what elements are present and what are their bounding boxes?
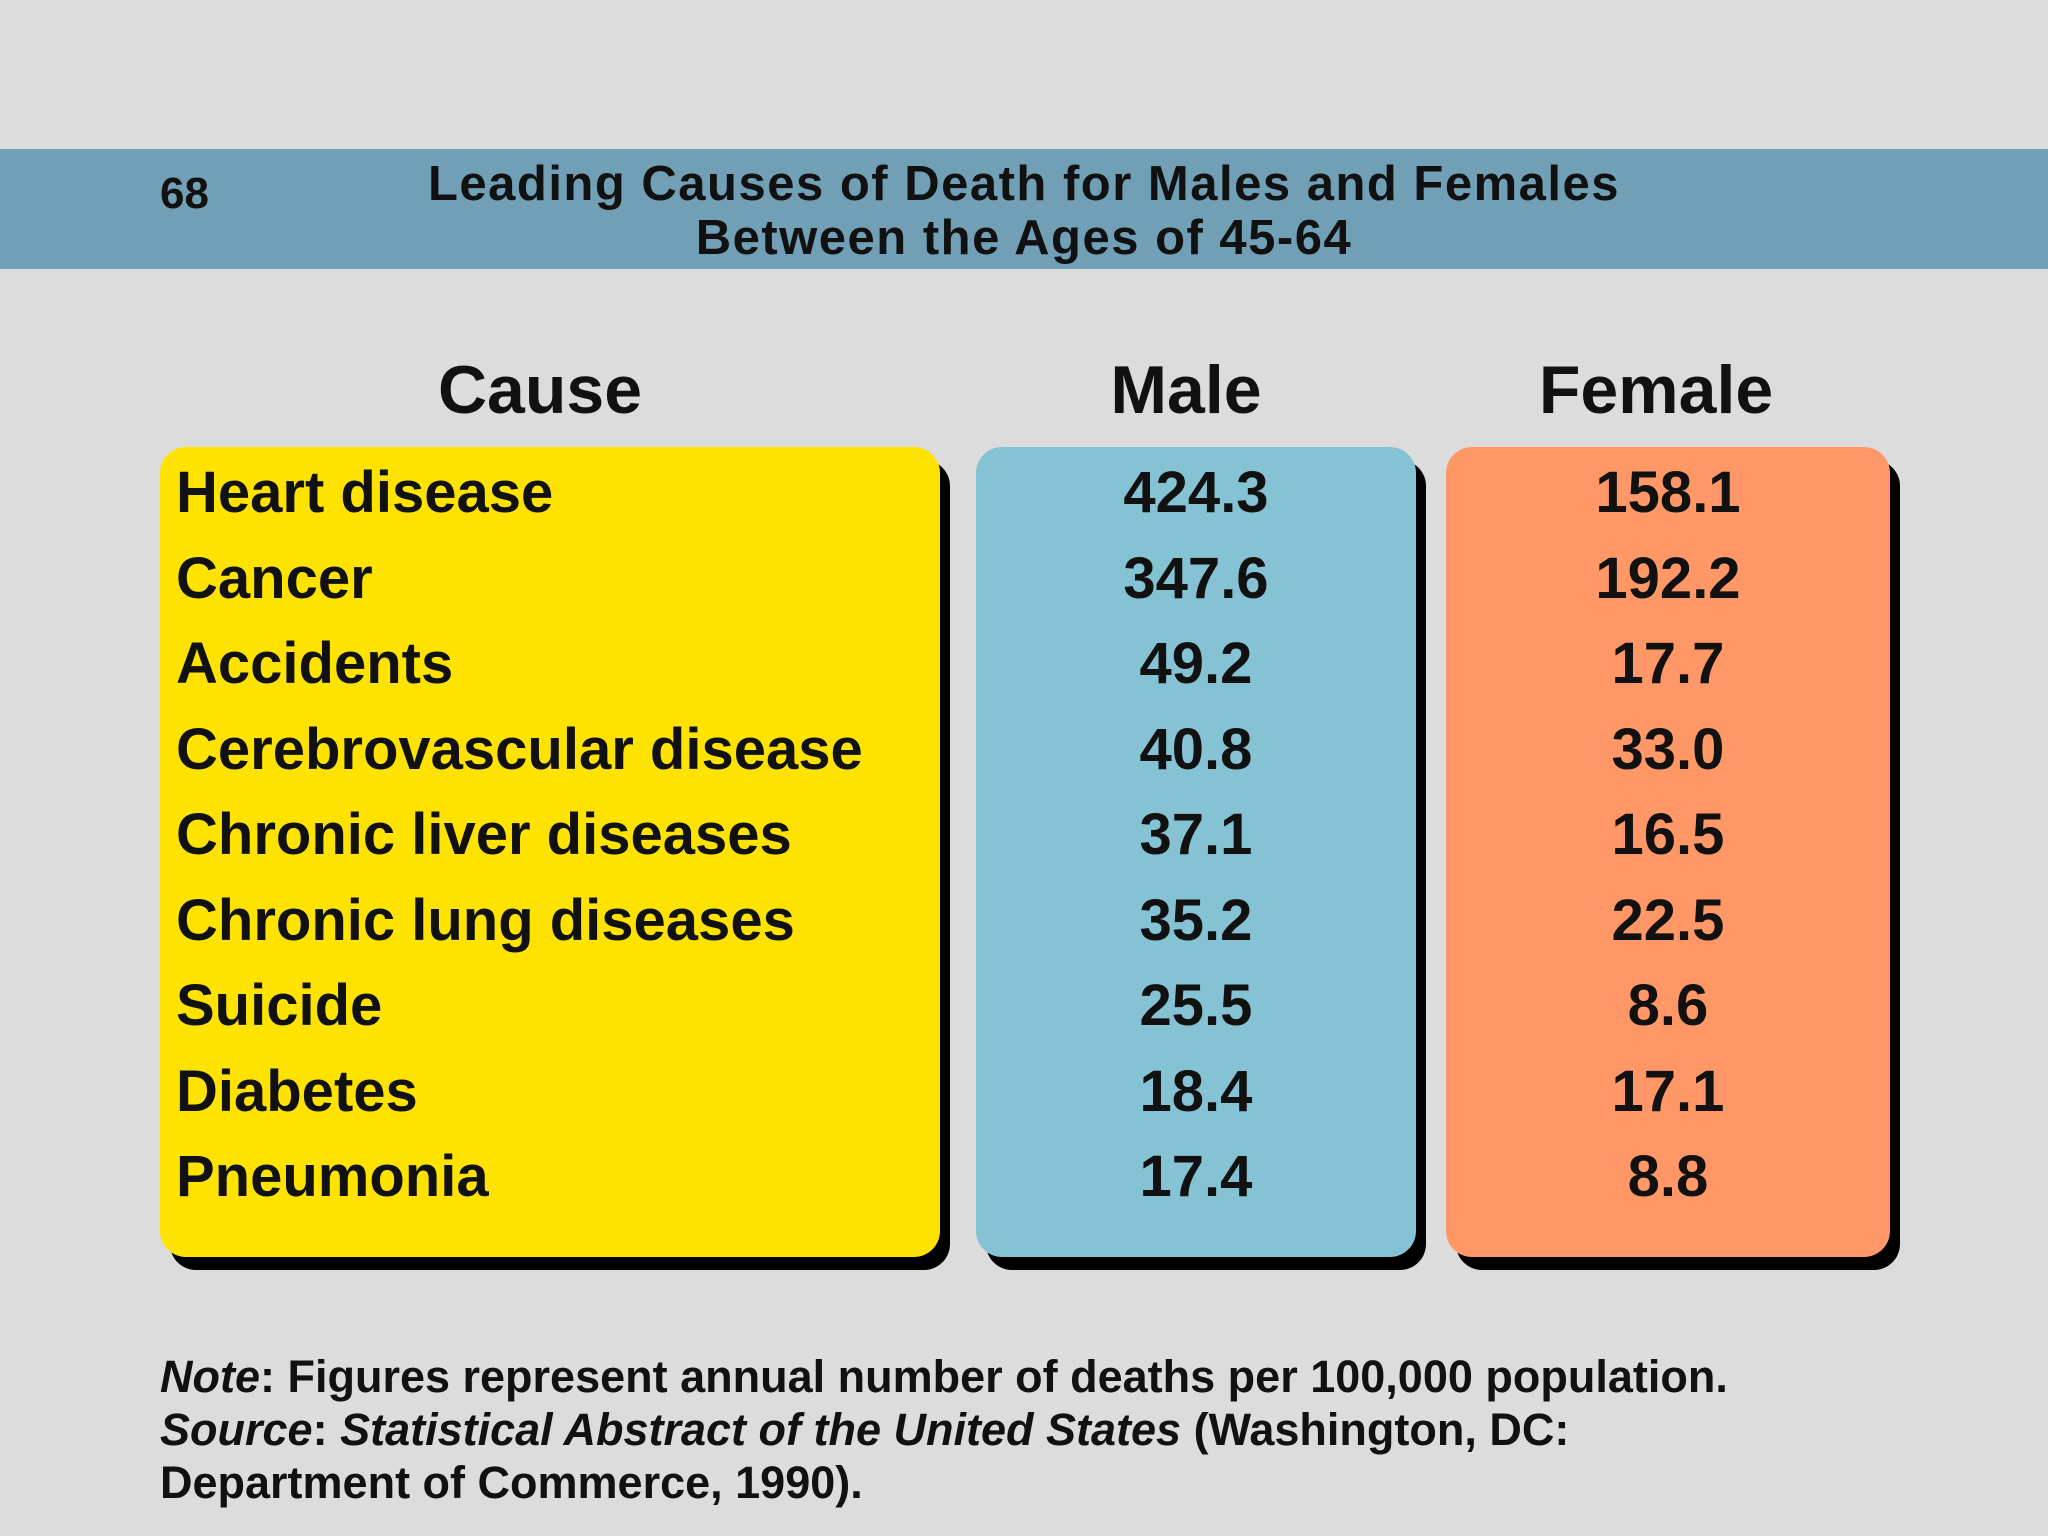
column-header-female: Female: [1538, 352, 1774, 428]
male-column-panel: 424.3 347.6 49.2 40.8 37.1 35.2 25.5 18.4 17.4: [976, 447, 1416, 1257]
column-header-male: Male: [1110, 352, 1262, 428]
male-value-cell: 40.8: [1139, 716, 1253, 782]
male-value-cell: 49.2: [1139, 631, 1253, 696]
male-value-cell: 424.3: [1123, 460, 1269, 525]
cause-cell: Chronic lung diseases: [176, 887, 795, 953]
column-header-cause: Cause: [437, 352, 643, 428]
note-label: Note: [160, 1351, 260, 1402]
note-text: : Figures represent annual number of dea…: [260, 1351, 1728, 1402]
cause-cell: Cerebrovascular disease: [176, 716, 863, 782]
female-value-cell: 17.7: [1611, 631, 1725, 696]
female-value-cell: 17.1: [1611, 1058, 1725, 1124]
title-line-2: Between the Ages of 45-64: [695, 211, 1353, 265]
male-value-cell: 347.6: [1123, 545, 1269, 611]
male-value-cell: 37.1: [1139, 802, 1253, 867]
male-value-cell: 17.4: [1139, 1144, 1253, 1209]
source-line-2: Department of Commerce, 1990).: [160, 1457, 863, 1508]
cause-cell: Chronic liver diseases: [176, 802, 792, 867]
source-line: Source: Statistical Abstract of the Unit…: [160, 1403, 1960, 1456]
female-value-cell: 8.8: [1627, 1144, 1709, 1209]
source-label: Source: [160, 1404, 313, 1455]
note-line: Note: Figures represent annual number of…: [160, 1350, 1960, 1403]
male-value-cell: 18.4: [1139, 1058, 1253, 1124]
female-value-cell: 33.0: [1611, 716, 1725, 782]
female-column-panel: 158.1 192.2 17.7 33.0 16.5 22.5 8.6 17.1 8.8: [1446, 447, 1890, 1257]
cause-cell: Pneumonia: [176, 1144, 489, 1209]
female-value-cell: 158.1: [1595, 460, 1741, 525]
female-value-cell: 22.5: [1611, 887, 1725, 953]
cause-cell: Suicide: [176, 973, 383, 1038]
male-value-cell: 25.5: [1139, 973, 1253, 1038]
cause-cell: Cancer: [176, 545, 373, 611]
cause-cell: Diabetes: [176, 1058, 418, 1124]
title-line-1: Leading Causes of Death for Males and Fe…: [427, 157, 1621, 211]
cause-column-panel: Heart disease Cancer Accidents Cerebrovascu…: [160, 447, 940, 1257]
chart-title: Leading Causes of Death for Males and Fe…: [0, 157, 2048, 265]
source-separator: :: [312, 1404, 341, 1455]
male-value-cell: 35.2: [1139, 887, 1253, 953]
female-value-cell: 192.2: [1595, 545, 1741, 611]
footnotes: Note: Figures represent annual number of…: [160, 1350, 1960, 1509]
cause-cell: Accidents: [176, 631, 454, 696]
source-title: Statistical Abstract of the United State…: [340, 1404, 1182, 1455]
female-value-cell: 16.5: [1611, 802, 1725, 867]
page-number: 68: [160, 169, 209, 218]
title-banner: 68 Leading Causes of Death for Males and…: [0, 149, 2048, 269]
source-rest: (Washington, DC:: [1181, 1404, 1570, 1455]
female-value-cell: 8.6: [1627, 973, 1709, 1038]
cause-cell: Heart disease: [176, 460, 554, 525]
